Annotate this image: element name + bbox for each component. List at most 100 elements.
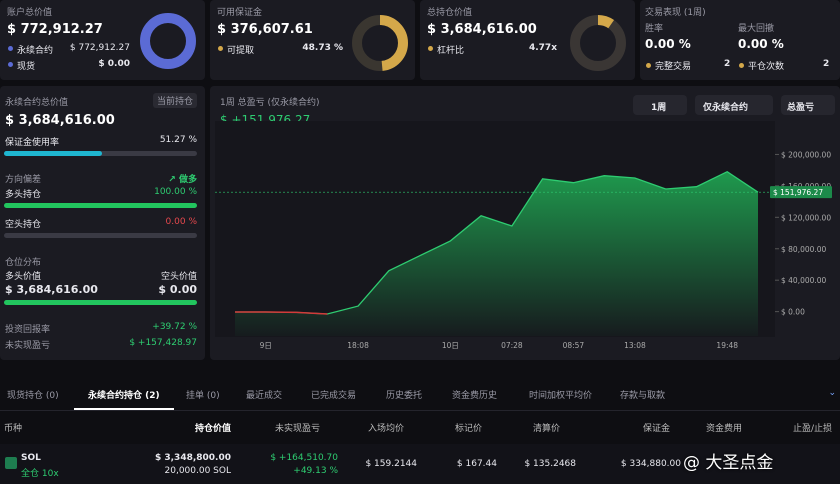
tab[interactable]: 时间加权平均价 xyxy=(529,391,593,401)
value: $ 3,684,616.00 xyxy=(427,22,537,37)
label: 投资回报率 xyxy=(5,325,51,335)
value: 2 xyxy=(823,59,830,69)
label: 方向偏差 xyxy=(5,175,42,185)
value: 0.00 % xyxy=(165,217,197,227)
y-tick-label: $ 0.00 xyxy=(781,308,805,317)
dot xyxy=(646,63,651,68)
label: 可用保证金 xyxy=(217,8,263,18)
x-tick-label: 08:57 xyxy=(563,341,585,350)
x-tick-label: 18:08 xyxy=(347,341,369,350)
tab[interactable]: 挂单 (0) xyxy=(186,391,220,401)
dot xyxy=(428,46,433,51)
label: 未实现盈亏 xyxy=(5,341,51,351)
donut-ring xyxy=(570,15,626,71)
label: 胜率 xyxy=(645,24,664,34)
liq: $ 135.2468 xyxy=(524,459,576,469)
bar-track xyxy=(4,233,197,238)
tab-underline xyxy=(74,408,174,410)
trend-icon: ↗ xyxy=(168,175,179,185)
label: 交易表现 (1周) xyxy=(645,8,706,18)
value: $ 0.00 xyxy=(98,59,130,69)
collapse-icon[interactable]: ⌄ xyxy=(828,388,836,398)
dot xyxy=(739,63,744,68)
donut xyxy=(140,13,196,69)
column-header[interactable]: 币种 xyxy=(4,424,23,434)
size: 20,000.00 SOL xyxy=(164,466,231,476)
bar-fill xyxy=(4,203,197,208)
table-row: SOL 全仓 10x $ 3,348,800.00 20,000.00 SOL … xyxy=(0,444,840,484)
column-header[interactable]: 入场均价 xyxy=(367,424,404,434)
y-tick-label: $ 120,000.00 xyxy=(781,213,831,222)
label: 空头持仓 xyxy=(5,220,42,230)
pnl: $ +164,510.70 xyxy=(270,453,338,463)
value: ↗ 做多 xyxy=(168,172,197,185)
tab[interactable]: 存款与取款 xyxy=(620,391,666,401)
label: 空头价值 xyxy=(160,272,197,282)
x-tick-label: 19:48 xyxy=(716,341,738,350)
dot xyxy=(218,46,223,51)
column-header[interactable]: 标记价 xyxy=(454,424,482,434)
donut xyxy=(570,15,626,71)
donut-slice xyxy=(570,15,626,71)
label: 保证金使用率 xyxy=(5,138,60,148)
label: 永续合约 xyxy=(17,46,54,56)
label: 平仓次数 xyxy=(748,62,785,72)
label: 总盈亏 xyxy=(787,103,815,113)
x-tick-label: 13:08 xyxy=(624,341,646,350)
coin: SOL xyxy=(21,453,41,463)
value: $ 772,912.27 xyxy=(69,43,130,53)
dot xyxy=(8,46,13,51)
value: +39.72 % xyxy=(152,322,197,332)
label: 可提取 xyxy=(227,46,255,56)
value: 0.00 % xyxy=(738,37,784,51)
value: 2 xyxy=(724,59,731,69)
entry: $ 159.2144 xyxy=(365,459,417,469)
negative-line xyxy=(235,311,328,315)
period-select[interactable]: 1周 xyxy=(633,95,687,115)
dot xyxy=(8,62,13,67)
value: 48.73 % xyxy=(302,43,343,53)
value: 4.77x xyxy=(528,43,557,53)
tab[interactable]: 最近成交 xyxy=(246,391,283,401)
label: 多头持仓 xyxy=(5,190,42,200)
label: 仓位分布 xyxy=(5,258,42,268)
value: $ 3,684,616.00 xyxy=(5,113,115,128)
bar-fill xyxy=(4,300,197,305)
y-tick-label: $ 40,000.00 xyxy=(781,276,827,285)
bar-fill xyxy=(4,151,103,156)
tab[interactable]: 现货持仓 (0) xyxy=(7,391,59,401)
account-card: 账户总价值 $ 772,912.27 永续合约 $ 772,912.27 现货 … xyxy=(0,0,205,80)
column-header[interactable]: 止盈/止损 xyxy=(792,424,832,434)
y-tick-label: $ 80,000.00 xyxy=(781,245,827,254)
performance-card: 交易表现 (1周) 胜率 最大回撤 0.00 % 0.00 % 完整交易 2 平… xyxy=(640,0,840,80)
label: 总持仓价值 xyxy=(427,8,473,18)
coin-icon xyxy=(5,457,17,469)
watermark: @ 大圣点金 xyxy=(683,453,774,473)
column-header[interactable]: 保证金 xyxy=(642,424,670,434)
tab[interactable]: 永续合约持仓 (2) xyxy=(88,391,160,401)
chart-panel: 1周 总盈亏 (仅永续合约) $ +151,976.27 1周 仅永续合约 总盈… xyxy=(210,86,840,360)
tab-bar: 现货持仓 (0) 永续合约持仓 (2) 挂单 (0) 最近成交 已完成交易 历史委托 资金费… xyxy=(0,380,840,411)
position-card: 总持仓价值 $ 3,684,616.00 杠杆比 4.77x xyxy=(420,0,635,80)
metric-select[interactable]: 总盈亏 xyxy=(781,95,835,115)
column-header[interactable]: 清算价 xyxy=(532,424,560,434)
summary-panel: 永续合约总价值 当前持仓 $ 3,684,616.00 保证金使用率 51.27… xyxy=(0,86,205,360)
position-value: $ 3,348,800.00 xyxy=(154,453,231,463)
tab[interactable]: 资金费历史 xyxy=(452,391,498,401)
margin-card: 可用保证金 $ 376,607.61 可提取 48.73 % xyxy=(210,0,415,80)
scope-select[interactable]: 仅永续合约 xyxy=(695,95,773,115)
label: 杠杆比 xyxy=(437,46,465,56)
label: 账户总价值 xyxy=(7,8,53,18)
tab[interactable]: 历史委托 xyxy=(386,391,423,401)
column-header[interactable]: 资金费用 xyxy=(705,424,742,434)
badge: 当前持仓 xyxy=(152,93,197,108)
label: 现货 xyxy=(17,62,36,72)
label: 1周 xyxy=(651,103,667,113)
tab[interactable]: 已完成交易 xyxy=(311,391,357,401)
label: 永续合约总价值 xyxy=(5,98,69,108)
label: 最大回撤 xyxy=(738,24,775,34)
column-header[interactable]: 持仓价值 xyxy=(194,424,231,434)
label: 多头价值 xyxy=(5,272,42,282)
value: 做多 xyxy=(178,175,197,185)
column-header[interactable]: 未实现盈亏 xyxy=(274,424,320,434)
